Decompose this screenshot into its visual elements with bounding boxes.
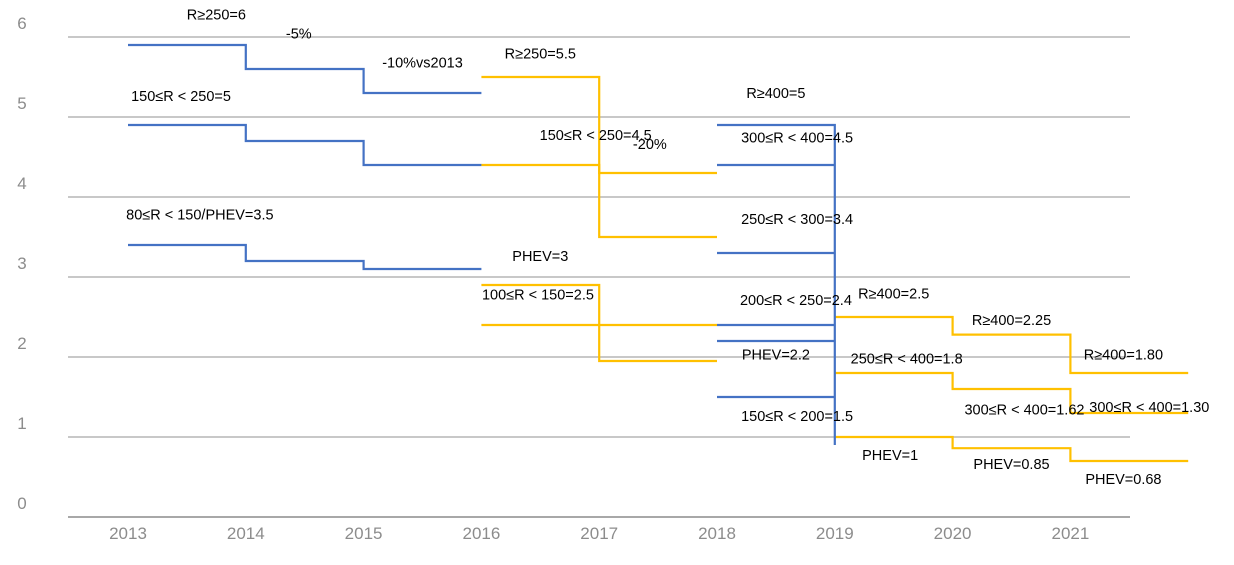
annotation-label: 100≤R < 150=2.5	[482, 287, 594, 303]
x-axis: 2013 2014 2015 2016 2017 2018 2019 2020 2021	[68, 516, 1130, 543]
series-line-orange	[834, 315, 1189, 375]
y-tick-label: 4	[17, 174, 26, 193]
series-group	[128, 43, 1189, 463]
annotation-label: PHEV=0.85	[973, 457, 1049, 473]
annotation-label: 300≤R < 400=1.62	[964, 403, 1084, 419]
y-axis-ticks: 0 1 2 3 4 5 6	[17, 14, 26, 513]
annotation-label: 80≤R < 150/PHEV=3.5	[126, 207, 273, 223]
x-tick-label: 2021	[1051, 524, 1089, 543]
x-tick-label: 2015	[345, 524, 383, 543]
y-tick-label: 1	[17, 414, 26, 433]
annotation-label: R≥250=5.5	[505, 47, 576, 63]
series-line-blue	[717, 123, 836, 445]
series-line-orange	[481, 75, 717, 175]
annotation-label: -5%	[286, 27, 312, 43]
x-tick-label: 2018	[698, 524, 736, 543]
x-tick-label: 2020	[934, 524, 972, 543]
annotation-label: 150≤R < 250=5	[131, 89, 231, 105]
annotation-label: R≥400=2.25	[972, 313, 1051, 329]
annotation-label: R≥250=6	[187, 7, 246, 23]
series-line-orange	[834, 435, 1189, 463]
x-tick-label: 2017	[580, 524, 618, 543]
annotations: R≥250=6 -5% -10%vs2013 R≥250=5.5 150≤R < 250…	[126, 7, 1209, 488]
x-tick-label: 2013	[109, 524, 147, 543]
annotation-label: 150≤R < 250=4.5	[540, 128, 652, 144]
annotation-label: PHEV=0.68	[1085, 472, 1161, 488]
annotation-label: R≥400=2.5	[858, 287, 929, 303]
series-line-orange	[481, 323, 717, 363]
x-tick-label: 2014	[227, 524, 265, 543]
series-line-blue	[128, 243, 482, 271]
annotation-label: 250≤R < 400=1.8	[851, 351, 963, 367]
annotation-label: -10%vs2013	[382, 55, 463, 71]
series-line-orange	[481, 163, 717, 239]
annotation-label: 300≤R < 400=4.5	[741, 131, 853, 147]
annotation-label: 300≤R < 400=1.30	[1089, 400, 1209, 416]
annotation-label: R≥400=1.80	[1084, 347, 1163, 363]
annotation-label: 250≤R < 300=3.4	[741, 212, 853, 228]
series-line-blue	[128, 123, 482, 167]
annotation-label: -20%	[633, 137, 667, 153]
x-tick-label: 2016	[462, 524, 500, 543]
y-tick-label: 2	[17, 334, 26, 353]
annotation-label: PHEV=2.2	[742, 347, 810, 363]
annotation-label: PHEV=3	[512, 249, 568, 265]
y-tick-label: 0	[17, 494, 26, 513]
annotation-label: 150≤R < 200=1.5	[741, 409, 853, 425]
y-tick-label: 6	[17, 14, 26, 33]
x-tick-label: 2019	[816, 524, 854, 543]
series-line-blue	[128, 43, 482, 95]
series-line-orange	[834, 371, 1189, 415]
annotation-label: PHEV=1	[862, 448, 918, 464]
series-line-orange	[481, 283, 717, 327]
y-tick-label: 3	[17, 254, 26, 273]
annotation-label: R≥400=5	[746, 86, 805, 102]
annotation-label: 200≤R < 250=2.4	[740, 293, 852, 309]
y-tick-label: 5	[17, 94, 26, 113]
